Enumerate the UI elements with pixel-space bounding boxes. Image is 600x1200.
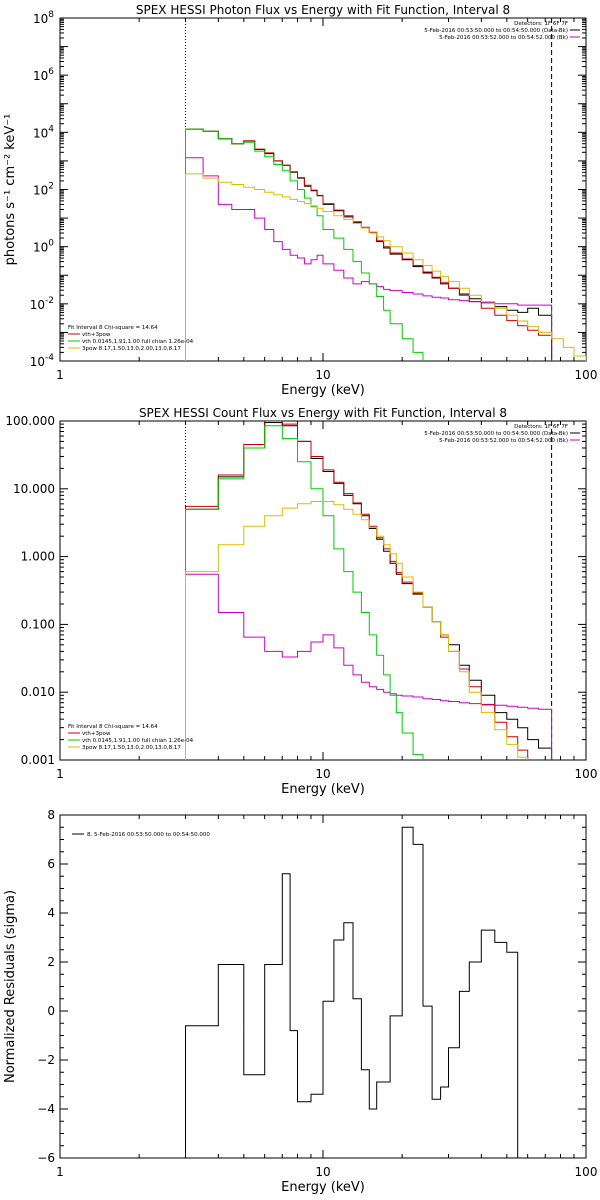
series-bk [185, 573, 553, 760]
series-vth-3pow [185, 421, 529, 760]
y-tick-label: 10.000 [13, 482, 55, 496]
y-tick-label: 1.000 [21, 550, 55, 564]
x-tick-label: 1 [56, 368, 64, 382]
x-tick-label: 10 [315, 368, 330, 382]
legend-text: 8. 5-Feb-2016 00:53:50.000 to 00:54:50.0… [87, 832, 210, 838]
series-data-bk [185, 422, 553, 760]
y-tick-label: 10-2 [30, 296, 54, 312]
y-tick-label: 100 [33, 239, 54, 255]
y-tick-label: 6 [47, 857, 55, 871]
legend-left-text: vth+3pow [82, 332, 111, 338]
series-vth [185, 425, 424, 760]
panel-1: SPEX HESSI Photon Flux vs Energy with Fi… [3, 3, 597, 398]
y-tick-label: 10-4 [30, 353, 55, 369]
legend-right-text: 5-Feb-2016 00:53:52.000 to 00:54:52.000 … [439, 438, 568, 444]
legend-right-text: Detectors: 1F 6F 7F [514, 21, 568, 27]
x-tick-label: 1 [56, 1165, 64, 1179]
y-tick-label: 100.000 [5, 414, 55, 428]
x-axis-label: Energy (keV) [281, 1180, 365, 1195]
chart-title: SPEX HESSI Count Flux vs Energy with Fit… [139, 406, 507, 420]
legend-left-text: Fit Interval 8 Chi-square = 14.64 [68, 325, 158, 331]
legend-right-text: 5-Feb-2016 00:53:52.000 to 00:54:52.000 … [439, 35, 568, 41]
y-tick-label: −2 [37, 1053, 55, 1067]
y-tick-label: 0 [47, 1004, 55, 1018]
panel-3: 1 10 100 Energy (keV) −6 −4 −2 0 2 4 6 8 Normalized … [3, 808, 597, 1195]
legend-left-text: 3pow 8.17,1.50,13.0,2.00,13.0,8.17 [82, 745, 181, 751]
legend-left-text: 3pow 8.17,1.50,13.0,2.00,13.0,8.17 [82, 346, 181, 352]
series-group [185, 128, 586, 361]
series-bk [185, 157, 553, 361]
y-tick-label: 0.010 [21, 685, 55, 699]
x-tick-label: 10 [315, 767, 330, 781]
y-axis-label: Normalized Residuals (sigma) [3, 890, 18, 1083]
y-axis-label: photons s⁻¹ cm⁻² keV⁻¹ [3, 114, 18, 266]
y-tick-label: 106 [33, 67, 54, 83]
plot-frame [59, 814, 587, 1159]
legend-right-text: Detectors: 1F 6F 7F [514, 424, 568, 430]
legend-right-text: 5-Feb-2016 00:53:50.000 to 00:54:50.000 … [424, 431, 568, 437]
y-tick-label: 102 [33, 182, 54, 198]
x-tick-label: 100 [575, 1165, 598, 1179]
panel-2: SPEX HESSI Count Flux vs Energy with Fit… [5, 406, 598, 797]
series-3pow [185, 501, 529, 760]
series-group [185, 826, 519, 1158]
y-tick-label: −4 [37, 1102, 55, 1116]
y-tick-label: 8 [47, 808, 55, 822]
y-tick-label: 108 [33, 10, 54, 26]
legend-left-text: vth+3pow [82, 731, 111, 737]
legend-right-text: 5-Feb-2016 00:53:50.000 to 00:54:50.000 … [424, 28, 568, 34]
legend-left-text: vth 0.0145,1.91,1.00 full chian 1.26e-04 [82, 339, 194, 345]
y-tick-label: 0.001 [21, 753, 55, 767]
chart-title: SPEX HESSI Photon Flux vs Energy with Fi… [136, 3, 510, 17]
series-3pow [185, 173, 586, 361]
legend-left-text: vth 0.0145,1.91,1.00 full chian 1.26e-04 [82, 738, 194, 744]
series-vth [185, 128, 424, 361]
series-residuals [185, 826, 519, 1158]
y-tick-label: 104 [33, 124, 54, 140]
series-data-bk [185, 128, 553, 361]
y-tick-label: −6 [37, 1151, 55, 1165]
x-tick-label: 100 [575, 767, 598, 781]
legend-left-text: Fit Interval 8 Chi-square = 14.64 [68, 724, 158, 730]
x-axis-label: Energy (keV) [281, 383, 365, 398]
x-axis-label: Energy (keV) [281, 782, 365, 797]
y-tick-label: 0.100 [21, 617, 55, 631]
x-tick-label: 10 [315, 1165, 330, 1179]
y-tick-label: 2 [47, 955, 55, 969]
series-vth-3pow [185, 128, 553, 361]
series-group [185, 421, 553, 760]
x-tick-label: 100 [575, 368, 598, 382]
x-tick-label: 1 [56, 767, 64, 781]
y-tick-label: 4 [47, 906, 55, 920]
